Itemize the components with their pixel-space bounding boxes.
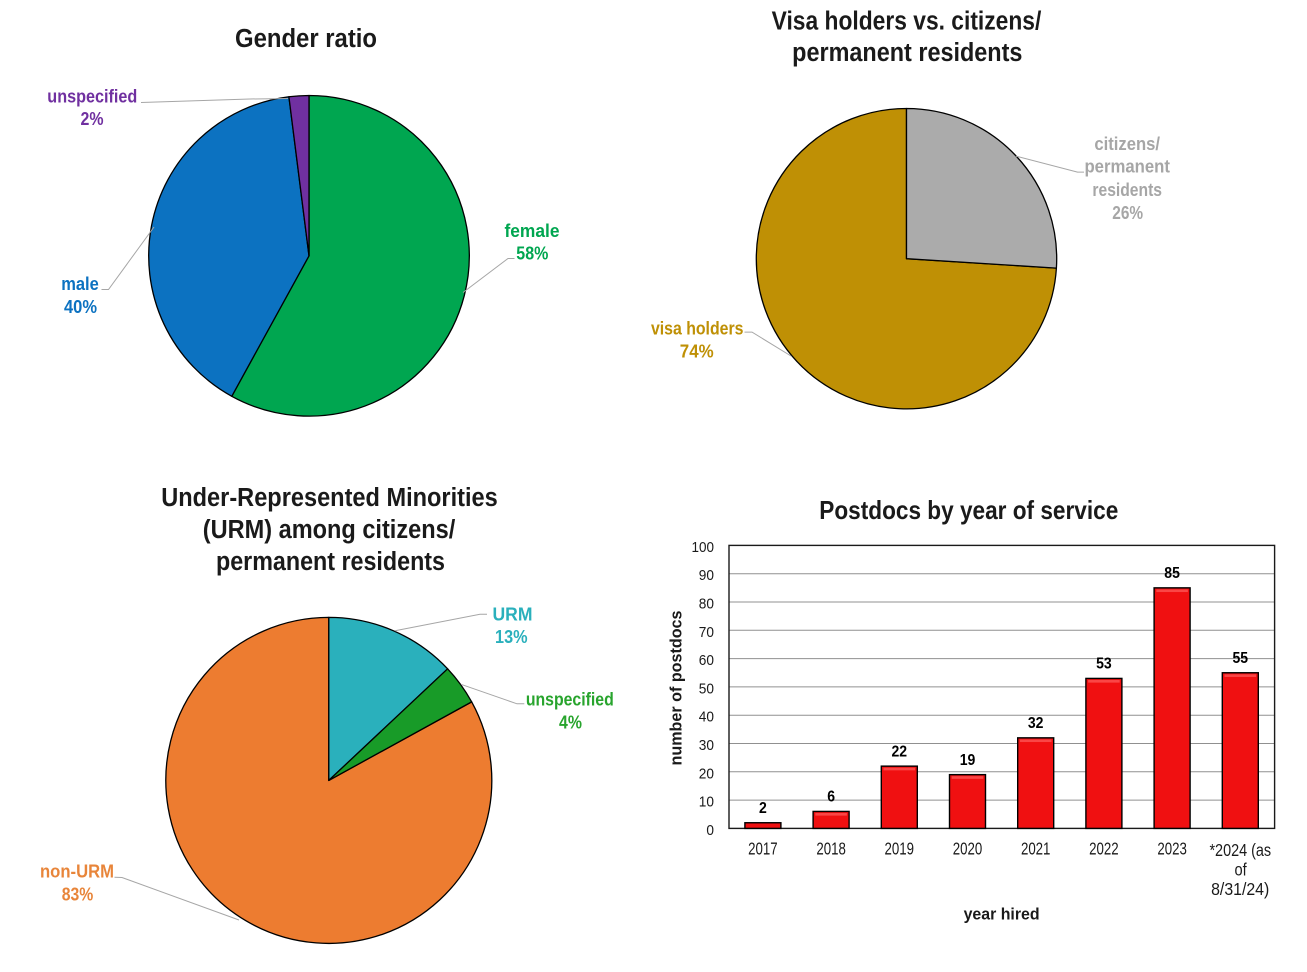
svg-text:74%: 74% [680, 341, 714, 362]
svg-text:2022: 2022 [1089, 838, 1119, 858]
svg-text:unspecified: unspecified [526, 689, 614, 710]
svg-text:of: of [1235, 859, 1247, 879]
svg-text:non-URM: non-URM [40, 861, 114, 882]
svg-text:10: 10 [699, 794, 714, 811]
svg-text:(URM) among citizens/: (URM) among citizens/ [203, 516, 456, 544]
svg-text:60: 60 [699, 652, 714, 669]
svg-text:8/31/24): 8/31/24) [1211, 879, 1269, 899]
svg-text:50: 50 [699, 680, 714, 697]
svg-text:2023: 2023 [1157, 838, 1187, 858]
svg-text:Visa holders vs. citizens/: Visa holders vs. citizens/ [772, 8, 1042, 36]
svg-text:male: male [61, 273, 99, 294]
svg-text:53: 53 [1096, 656, 1112, 673]
svg-text:100: 100 [692, 539, 715, 556]
svg-text:permanent residents: permanent residents [792, 39, 1022, 67]
svg-text:residents: residents [1092, 179, 1162, 200]
svg-text:90: 90 [699, 567, 714, 584]
svg-text:permanent residents: permanent residents [216, 548, 445, 576]
svg-text:2%: 2% [81, 108, 104, 129]
svg-text:40: 40 [699, 709, 714, 726]
svg-text:year hired: year hired [964, 905, 1040, 923]
svg-text:citizens/: citizens/ [1094, 133, 1160, 154]
svg-text:unspecified: unspecified [47, 86, 137, 107]
svg-text:2018: 2018 [816, 838, 846, 858]
svg-text:2020: 2020 [953, 838, 983, 858]
svg-text:number of postdocs: number of postdocs [668, 611, 686, 766]
svg-text:visa holders: visa holders [651, 318, 744, 339]
svg-text:Gender ratio: Gender ratio [235, 25, 377, 53]
svg-text:22: 22 [892, 743, 908, 760]
svg-text:40%: 40% [64, 296, 97, 317]
svg-text:58%: 58% [516, 243, 548, 264]
svg-text:Under-Represented Minorities: Under-Represented Minorities [161, 484, 498, 512]
svg-text:80: 80 [699, 596, 714, 613]
svg-text:4%: 4% [559, 712, 582, 733]
svg-text:83%: 83% [62, 884, 94, 905]
svg-text:*2024 (as: *2024 (as [1209, 840, 1271, 860]
svg-text:13%: 13% [495, 626, 528, 647]
svg-text:Postdocs by year of service: Postdocs by year of service [819, 495, 1118, 525]
svg-text:32: 32 [1028, 715, 1044, 732]
svg-text:70: 70 [699, 624, 714, 641]
svg-text:19: 19 [960, 752, 976, 769]
svg-text:26%: 26% [1112, 202, 1143, 223]
svg-text:2021: 2021 [1021, 838, 1051, 858]
svg-text:6: 6 [827, 789, 835, 806]
svg-text:30: 30 [699, 737, 714, 754]
svg-text:2017: 2017 [748, 838, 778, 858]
svg-text:0: 0 [706, 822, 714, 839]
svg-text:2019: 2019 [885, 838, 915, 858]
svg-text:female: female [505, 220, 560, 241]
svg-text:20: 20 [699, 765, 714, 782]
svg-text:85: 85 [1164, 565, 1180, 582]
svg-text:2: 2 [759, 800, 767, 817]
svg-text:permanent: permanent [1084, 156, 1170, 177]
svg-text:URM: URM [493, 604, 533, 625]
svg-text:55: 55 [1233, 650, 1249, 667]
